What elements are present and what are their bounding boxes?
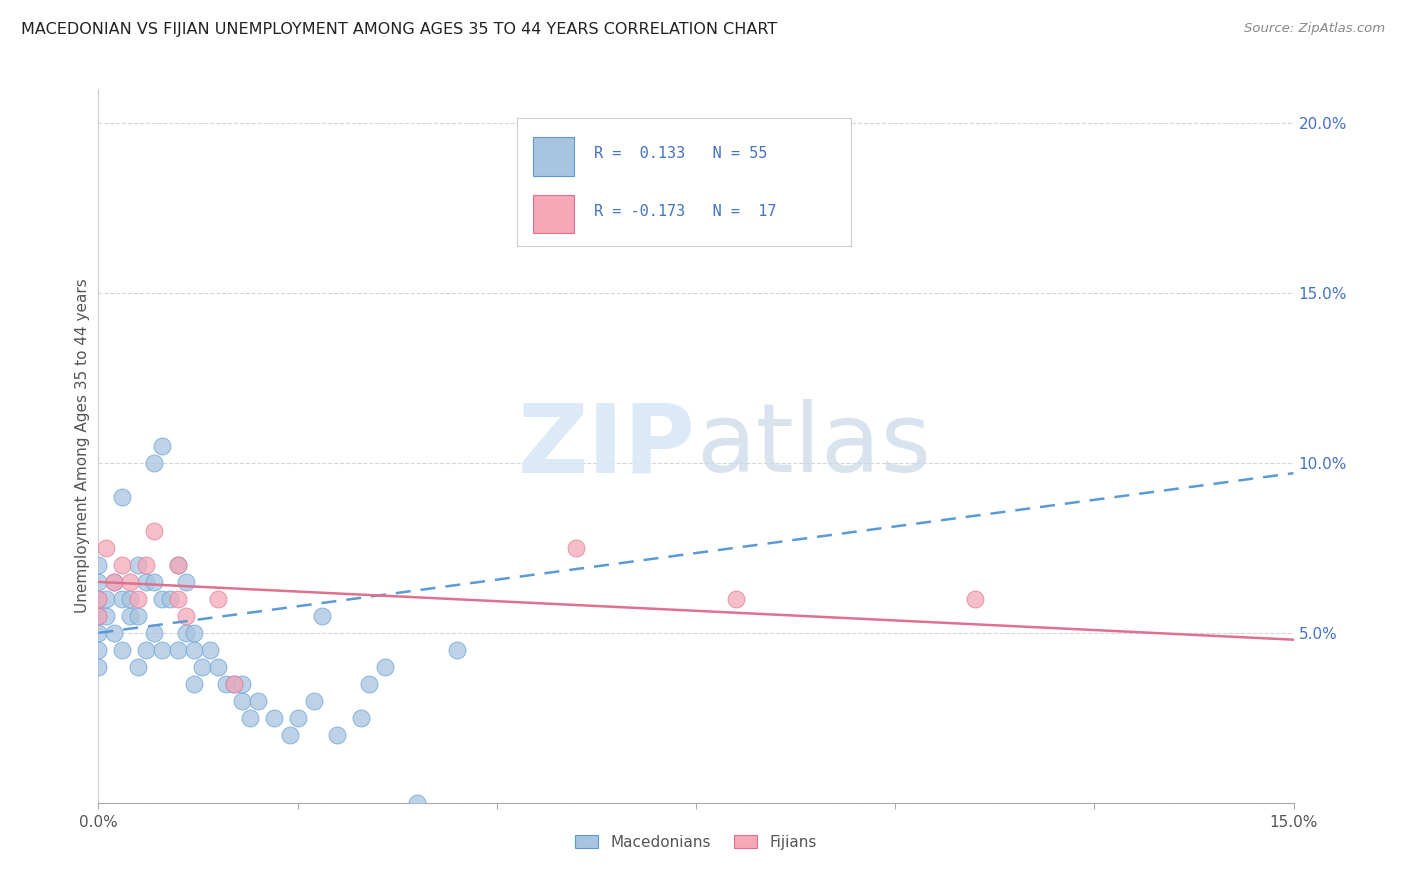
Point (103, 574, 125, 589)
Point (87, 558, 110, 572)
Point (183, 626, 205, 640)
Point (406, 796, 429, 810)
Point (143, 456, 166, 470)
Point (87, 626, 110, 640)
Point (246, 694, 269, 708)
Point (215, 677, 238, 691)
Point (287, 711, 309, 725)
Point (191, 660, 214, 674)
Point (135, 643, 157, 657)
Point (120, 574, 142, 589)
Point (143, 524, 166, 538)
Point (87, 608, 110, 623)
Point (111, 643, 134, 657)
Point (446, 643, 468, 657)
Point (174, 574, 197, 589)
Point (263, 711, 285, 725)
Point (87, 660, 110, 674)
Point (359, 677, 381, 691)
Legend: Macedonians, Fijians: Macedonians, Fijians (569, 829, 823, 855)
Point (326, 728, 349, 742)
Point (174, 608, 197, 623)
Point (198, 643, 221, 657)
Text: atlas: atlas (696, 400, 931, 492)
Point (127, 608, 149, 623)
Point (111, 591, 134, 606)
Point (87, 591, 110, 606)
Point (311, 608, 333, 623)
Point (167, 591, 190, 606)
Point (159, 591, 181, 606)
Point (150, 643, 173, 657)
Point (167, 558, 190, 572)
Point (183, 643, 205, 657)
Point (278, 728, 301, 742)
Point (239, 711, 262, 725)
Point (111, 490, 134, 504)
Point (302, 694, 325, 708)
Point (87, 591, 110, 606)
Point (174, 626, 197, 640)
Text: Source: ZipAtlas.com: Source: ZipAtlas.com (1244, 22, 1385, 36)
Point (963, 591, 986, 606)
Text: ZIP: ZIP (517, 400, 696, 492)
Text: MACEDONIAN VS FIJIAN UNEMPLOYMENT AMONG AGES 35 TO 44 YEARS CORRELATION CHART: MACEDONIAN VS FIJIAN UNEMPLOYMENT AMONG … (21, 22, 778, 37)
Point (103, 574, 125, 589)
Point (150, 591, 173, 606)
Point (167, 558, 190, 572)
Point (724, 591, 747, 606)
Point (96, 591, 118, 606)
Point (350, 711, 373, 725)
Point (143, 626, 166, 640)
Point (207, 591, 229, 606)
Point (231, 677, 253, 691)
Point (96, 608, 118, 623)
Point (103, 626, 125, 640)
Point (120, 591, 142, 606)
Point (231, 694, 253, 708)
Y-axis label: Unemployment Among Ages 35 to 44 years: Unemployment Among Ages 35 to 44 years (75, 278, 90, 614)
Point (207, 660, 229, 674)
Point (120, 608, 142, 623)
Point (143, 574, 166, 589)
Point (374, 660, 396, 674)
Point (135, 558, 157, 572)
Point (150, 439, 173, 453)
Point (222, 677, 245, 691)
Point (183, 677, 205, 691)
Point (135, 574, 157, 589)
Point (111, 558, 134, 572)
Point (565, 541, 588, 555)
Point (87, 643, 110, 657)
Point (127, 591, 149, 606)
Point (167, 643, 190, 657)
Point (87, 574, 110, 589)
Point (127, 660, 149, 674)
Point (87, 608, 110, 623)
Point (127, 558, 149, 572)
Point (96, 541, 118, 555)
Point (222, 677, 245, 691)
